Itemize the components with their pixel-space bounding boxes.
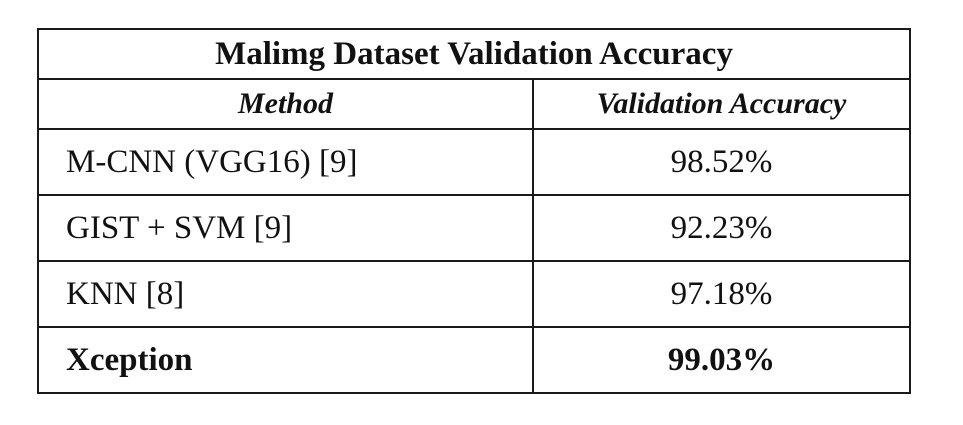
table-row: GIST + SVM [9] 92.23% <box>37 194 912 262</box>
column-header-validation-accuracy: Validation Accuracy <box>531 78 912 130</box>
accuracy-cell: 97.18% <box>531 260 912 328</box>
table-row: KNN [8] 97.18% <box>37 260 912 328</box>
table-row: M-CNN (VGG16) [9] 98.52% <box>37 128 912 196</box>
accuracy-cell: 98.52% <box>531 128 912 196</box>
column-header-method: Method <box>37 78 534 130</box>
table-header-row: Method Validation Accuracy <box>37 78 912 130</box>
table-title: Malimg Dataset Validation Accuracy <box>36 28 912 80</box>
results-table-container: Malimg Dataset Validation Accuracy Metho… <box>36 28 912 394</box>
method-cell: Xception <box>37 326 534 394</box>
method-cell: KNN [8] <box>37 260 534 328</box>
table-title-row: Malimg Dataset Validation Accuracy <box>36 28 912 80</box>
table-row-highlighted: Xception 99.03% <box>37 326 912 394</box>
results-table: Malimg Dataset Validation Accuracy Metho… <box>36 28 912 394</box>
method-cell: M-CNN (VGG16) [9] <box>37 128 534 196</box>
method-cell: GIST + SVM [9] <box>37 194 534 262</box>
accuracy-cell: 92.23% <box>531 194 912 262</box>
accuracy-cell: 99.03% <box>531 326 912 394</box>
